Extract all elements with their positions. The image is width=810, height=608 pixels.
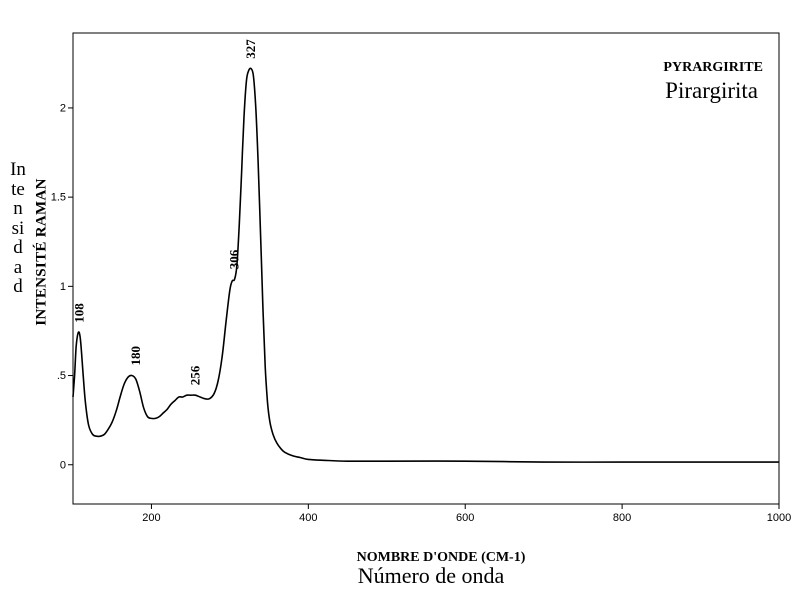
x-axis-label-spanish: Número de onda: [357, 563, 505, 588]
x-tick-label: 1000: [767, 512, 791, 524]
y-axis-label: INTENSITÉ RAMAN: [33, 178, 50, 326]
y-tick-label: .5: [57, 370, 66, 382]
x-tick-label: 200: [142, 512, 160, 524]
x-axis-ticks: 200 400 600 800 1000: [142, 504, 791, 524]
peak-label: 256: [187, 365, 202, 385]
peak-label: 327: [243, 39, 258, 59]
peak-label: 306: [227, 249, 242, 269]
y-axis-ticks: 0 .5 1 1.5 2: [51, 102, 73, 471]
x-tick-label: 800: [613, 512, 631, 524]
plot-frame: [72, 32, 780, 505]
y-axis-label-spanish: Intensidad: [10, 159, 26, 297]
y-tick-label: 1: [60, 281, 66, 293]
y-tick-label: 1.5: [51, 192, 66, 204]
spectrum-line: [72, 67, 779, 463]
x-tick-label: 400: [299, 512, 317, 524]
peak-labels: 108 180 256 306 327: [71, 39, 258, 385]
y-tick-label: 0: [60, 459, 66, 471]
x-tick-label: 600: [456, 512, 474, 524]
peak-label: 108: [71, 303, 86, 323]
x-axis-label: NOMBRE D'ONDE (CM-1): [356, 550, 526, 565]
chart-title: PYRARGIRITE: [663, 60, 763, 75]
y-tick-label: 2: [60, 102, 66, 114]
chart-subtitle: Pirargirita: [665, 78, 758, 103]
peak-label: 180: [128, 346, 143, 366]
